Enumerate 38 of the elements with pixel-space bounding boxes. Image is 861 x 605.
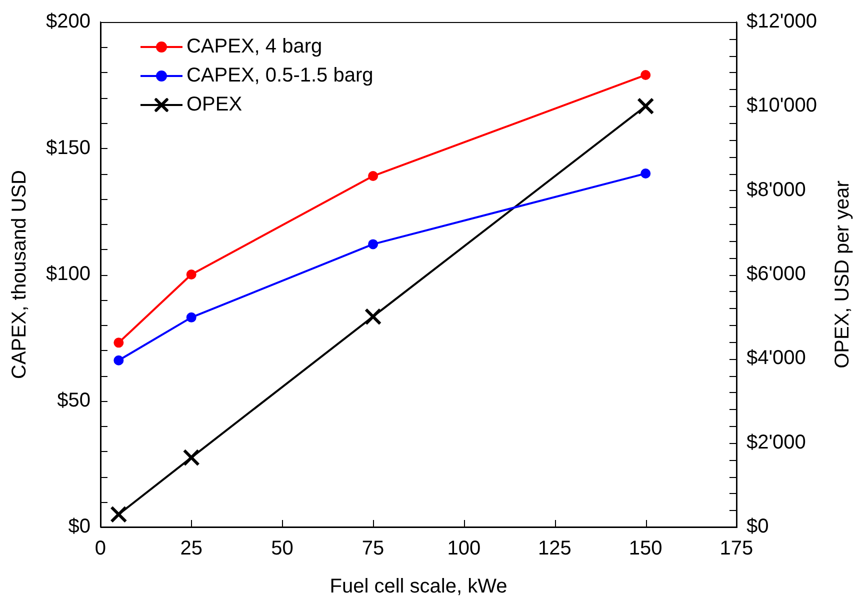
x-tick-label: 175 (720, 538, 754, 560)
x-tick-label: 50 (271, 538, 294, 560)
point (368, 239, 378, 250)
x-tick-label: 0 (94, 538, 106, 560)
point (110, 506, 128, 523)
legend-label: OPEX (186, 94, 242, 116)
point (637, 98, 654, 115)
y-tick-label: $200 (46, 10, 90, 33)
y2-tick-label: $8'000 (746, 178, 806, 201)
point (640, 168, 651, 178)
legend-label: CAPEX, 4 barg (186, 36, 322, 58)
point (368, 171, 378, 182)
y-tick-label: $0 (68, 516, 90, 538)
x-tick-label: 75 (362, 538, 384, 560)
point (640, 70, 651, 80)
y2-tick-label: $4'000 (746, 347, 806, 370)
x-tick-label: 100 (447, 538, 481, 560)
y-tick-label: $50 (57, 389, 90, 412)
point (114, 355, 124, 366)
point (182, 448, 200, 466)
point (114, 338, 124, 348)
y2-tick-label: $10'000 (746, 94, 818, 117)
point (186, 312, 196, 322)
y2-tick-label: $0 (746, 516, 769, 538)
y2-tick-label: $6'000 (746, 263, 806, 286)
y-tick-label: $100 (46, 263, 90, 286)
y-axis-title: CAPEX, thousand USD (8, 170, 31, 379)
y-tick-label: $150 (46, 136, 90, 159)
y2-axis-title: OPEX, USD per year (832, 180, 854, 368)
x-tick-label: 125 (538, 538, 572, 560)
point (364, 308, 382, 326)
point (186, 270, 196, 280)
x-tick-label: 25 (180, 538, 202, 560)
x-axis-title: Fuel cell scale, kWe (330, 576, 508, 598)
y2-tick-label: $2'000 (746, 431, 806, 454)
legend-label: CAPEX, 0.5-1.5 barg (186, 64, 374, 87)
y2-tick-label: $12'000 (746, 10, 818, 33)
x-tick-label: 150 (628, 538, 662, 560)
